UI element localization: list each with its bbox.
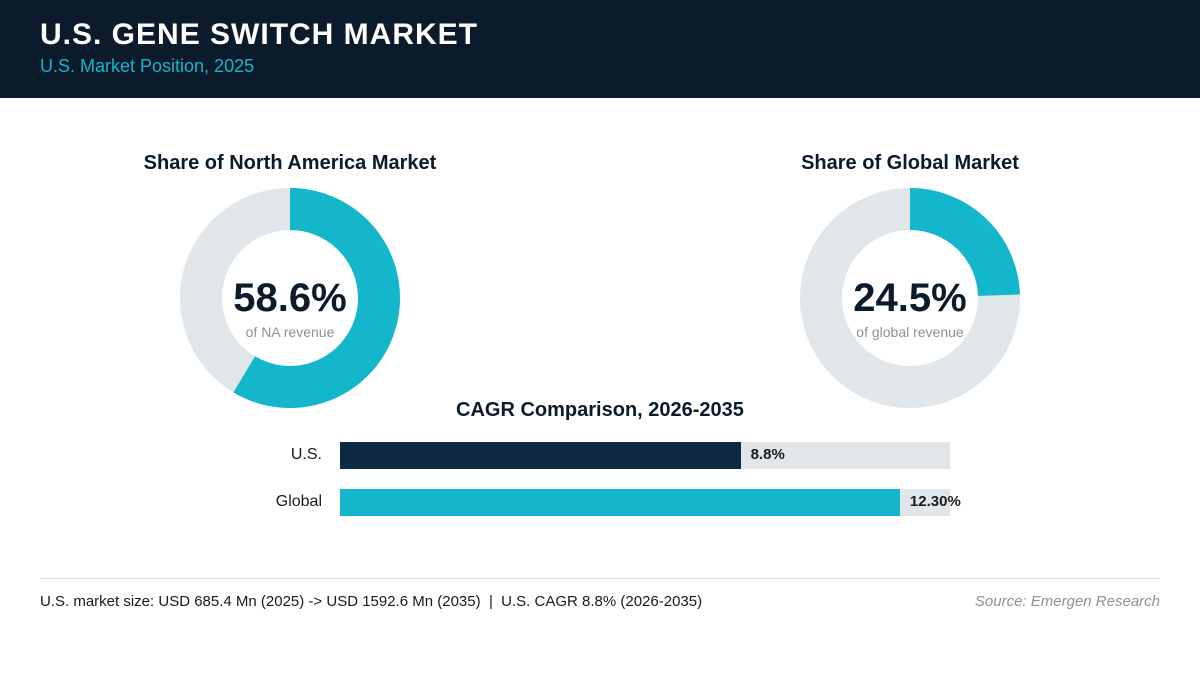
bar-chart-title: CAGR Comparison, 2026-2035 [456, 399, 744, 421]
donut-chart-na: Share of North America Market 58.6% of N… [130, 150, 450, 408]
bar-fill-global [340, 489, 900, 516]
bar-row-us: U.S. 8.8% [0, 442, 1200, 470]
donut-arc-global [909, 188, 1020, 297]
footer-source: Source: Emergen Research [974, 593, 1160, 610]
bar-label-us: U.S. [290, 446, 322, 463]
page-subtitle: U.S. Market Position, 2025 [40, 56, 255, 76]
donut-svg-global [800, 188, 1020, 408]
page-title: U.S. GENE SWITCH MARKET [40, 18, 479, 51]
donut-caption-global: of global revenue [856, 324, 964, 340]
donut-chart-global: Share of Global Market 24.5% of global r… [750, 150, 1070, 408]
footer-divider [40, 578, 1160, 579]
footer-note: U.S. market size: USD 685.4 Mn (2025) ->… [40, 593, 703, 610]
donut-svg-na [180, 188, 400, 408]
donut-value-global: 24.5% [853, 276, 967, 320]
bar-row-global: Global 12.30% [0, 489, 1200, 517]
bar-label-global: Global [275, 493, 322, 510]
donut-caption-na: of NA revenue [245, 324, 335, 340]
donut-arc-na [233, 188, 400, 408]
donut-title-na: Share of North America Market [143, 152, 437, 174]
donut-title-global: Share of Global Market [801, 152, 1019, 174]
bar-track-us [340, 442, 950, 469]
bar-value-us: 8.8% [750, 446, 785, 463]
bar-value-global: 12.30% [909, 493, 961, 510]
header-banner: U.S. GENE SWITCH MARKET U.S. Market Posi… [0, 0, 1200, 98]
bar-track-global [340, 489, 950, 516]
bar-fill-us [340, 442, 741, 469]
donut-value-na: 58.6% [233, 276, 347, 320]
